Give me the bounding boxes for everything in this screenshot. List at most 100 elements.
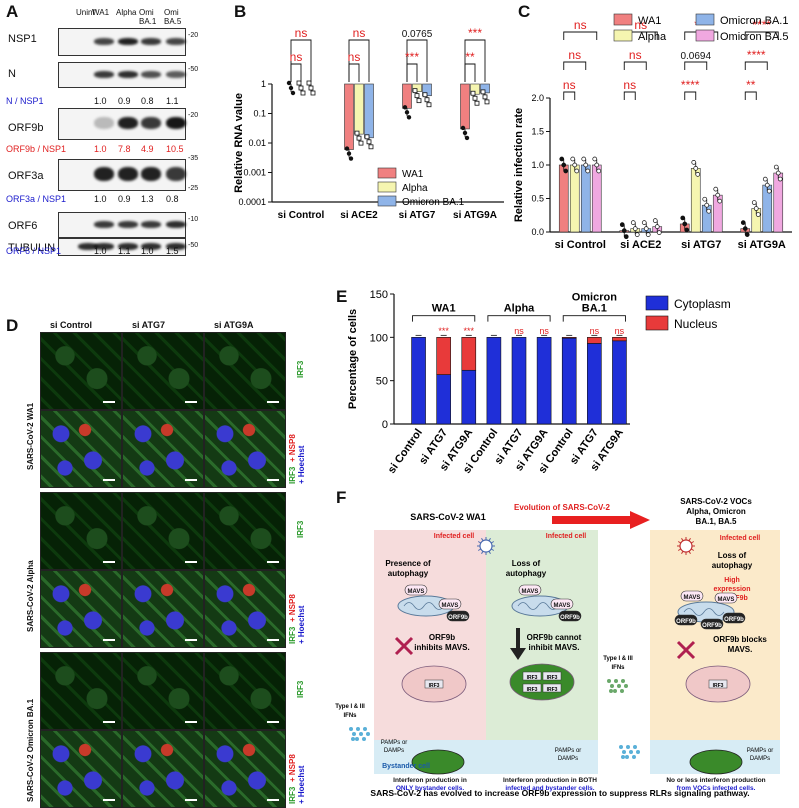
mavs-label: MAVS bbox=[718, 597, 735, 603]
sig-bracket bbox=[563, 91, 576, 100]
scale-bar bbox=[185, 401, 197, 403]
merge-image-tile bbox=[204, 730, 286, 808]
ifn-dot bbox=[620, 689, 624, 693]
data-point bbox=[632, 226, 638, 231]
sig-label: *** bbox=[438, 326, 449, 336]
ratio-value: 0.8 bbox=[141, 96, 154, 106]
y-tick-label: 0.1 bbox=[253, 109, 266, 119]
group-bracket bbox=[412, 315, 476, 322]
data-point bbox=[656, 230, 662, 235]
lane-header: Uninf bbox=[76, 8, 95, 17]
footer-caption: SARS-CoV-2 has evolved to increase ORF9b… bbox=[370, 788, 749, 798]
sig-label: 0.0694 bbox=[680, 51, 711, 62]
ratio-label: ORF6 / NSP1 bbox=[6, 246, 62, 256]
panel-letter-b: B bbox=[234, 2, 247, 21]
ratio-value: 1.0 bbox=[94, 194, 107, 204]
blot-band bbox=[166, 167, 186, 181]
blot-band bbox=[166, 117, 186, 129]
merge-label-irf3: IRF3 bbox=[288, 626, 297, 644]
diagram-f-model: Evolution of SARS-CoV-2 SARS-CoV-2 WA1 SAR… bbox=[335, 497, 780, 798]
column-header: si ATG9A bbox=[214, 320, 254, 330]
data-point bbox=[286, 80, 292, 86]
data-point bbox=[764, 182, 770, 188]
x-tick-label: si ACE2 bbox=[340, 210, 378, 221]
data-point bbox=[424, 97, 430, 103]
data-point bbox=[402, 105, 408, 110]
mw-marker: -10 bbox=[188, 216, 199, 223]
bar bbox=[354, 83, 364, 135]
bar-cytoplasm bbox=[587, 343, 602, 425]
x-tick-label: si ATG7 bbox=[399, 210, 436, 221]
orf9b-label-shape bbox=[674, 614, 698, 626]
ratio-value: 1.1 bbox=[166, 96, 179, 106]
column-header: si Control bbox=[50, 320, 92, 330]
caption-voc: No or less interferon production bbox=[666, 777, 765, 784]
lane-header: BA.5 bbox=[164, 17, 182, 26]
data-point bbox=[753, 206, 759, 211]
ifn-dot bbox=[356, 727, 360, 731]
pamps-label: PAMPs or bbox=[381, 740, 408, 746]
row-group-label: SARS-CoV-2 Omicron BA.1 bbox=[26, 698, 35, 802]
group-label: BA.1 bbox=[582, 303, 607, 315]
data-point bbox=[583, 162, 589, 168]
blot-label: ORF9b bbox=[8, 122, 44, 134]
data-point bbox=[416, 98, 422, 104]
data-point bbox=[344, 146, 350, 151]
data-point bbox=[682, 221, 688, 227]
sig-bracket bbox=[464, 39, 486, 82]
scale-bar bbox=[185, 799, 197, 801]
nucleus-icon bbox=[509, 663, 575, 701]
column-header: si ATG7 bbox=[132, 320, 166, 330]
voc-loss-label: autophagy bbox=[712, 561, 753, 570]
blot-band bbox=[118, 167, 138, 181]
blot-band bbox=[141, 37, 161, 45]
mavs-label: MAVS bbox=[554, 603, 571, 609]
bar bbox=[690, 168, 701, 233]
mavs-label-shape bbox=[680, 590, 704, 602]
sig-label: **** bbox=[681, 78, 700, 92]
merge-image-tile bbox=[122, 410, 204, 488]
blot-band bbox=[94, 242, 114, 250]
orf9b-label-shape bbox=[722, 612, 746, 624]
data-point bbox=[594, 162, 600, 168]
scale-bar bbox=[103, 401, 115, 403]
sig-bracket bbox=[744, 61, 768, 70]
caption-wa1-autophagy: ONLY bystander cells. bbox=[396, 785, 464, 792]
bar bbox=[580, 164, 591, 233]
data-point bbox=[654, 224, 660, 229]
bar-cytoplasm bbox=[561, 337, 577, 425]
irf3-image-tile bbox=[122, 332, 204, 410]
ifn-label: Type I & III bbox=[335, 704, 365, 710]
data-point bbox=[643, 226, 649, 231]
data-point bbox=[702, 196, 708, 202]
bar-cytoplasm bbox=[511, 337, 527, 425]
data-point bbox=[704, 202, 710, 208]
irf3-box bbox=[542, 683, 562, 693]
sig-label: *** bbox=[405, 50, 419, 64]
wa1-noautophagy-bg bbox=[486, 530, 598, 740]
data-point bbox=[715, 192, 721, 198]
legend-swatch bbox=[645, 295, 669, 311]
chart-b-rna: 1 0.1 0.01 0.001 0.0001 Relative RNA value si … bbox=[233, 26, 504, 221]
ifn-dot bbox=[625, 755, 629, 759]
ifn-dot bbox=[619, 745, 623, 749]
mw-marker: -20 bbox=[188, 32, 199, 39]
y-axis-title: Percentage of cells bbox=[347, 309, 359, 409]
ratio-value: 0.9 bbox=[118, 96, 131, 106]
blot-band bbox=[166, 37, 186, 45]
infected-cell-label: Infected cell bbox=[434, 533, 475, 540]
scale-bar bbox=[185, 639, 197, 641]
blot-band bbox=[118, 242, 138, 250]
y-tick-label: 1.0 bbox=[531, 160, 544, 170]
panel-letter-d: D bbox=[6, 316, 19, 335]
irf3-image-tile bbox=[122, 492, 204, 570]
mw-marker: -50 bbox=[188, 242, 199, 249]
data-point bbox=[693, 166, 699, 171]
data-point bbox=[348, 156, 354, 161]
irf3-image-tile bbox=[40, 492, 122, 570]
data-point bbox=[366, 139, 372, 145]
irf3-label: IRF3 bbox=[527, 675, 538, 681]
data-point bbox=[775, 170, 781, 176]
blot-band bbox=[166, 70, 186, 78]
y-tick-label: 1.5 bbox=[531, 127, 544, 137]
